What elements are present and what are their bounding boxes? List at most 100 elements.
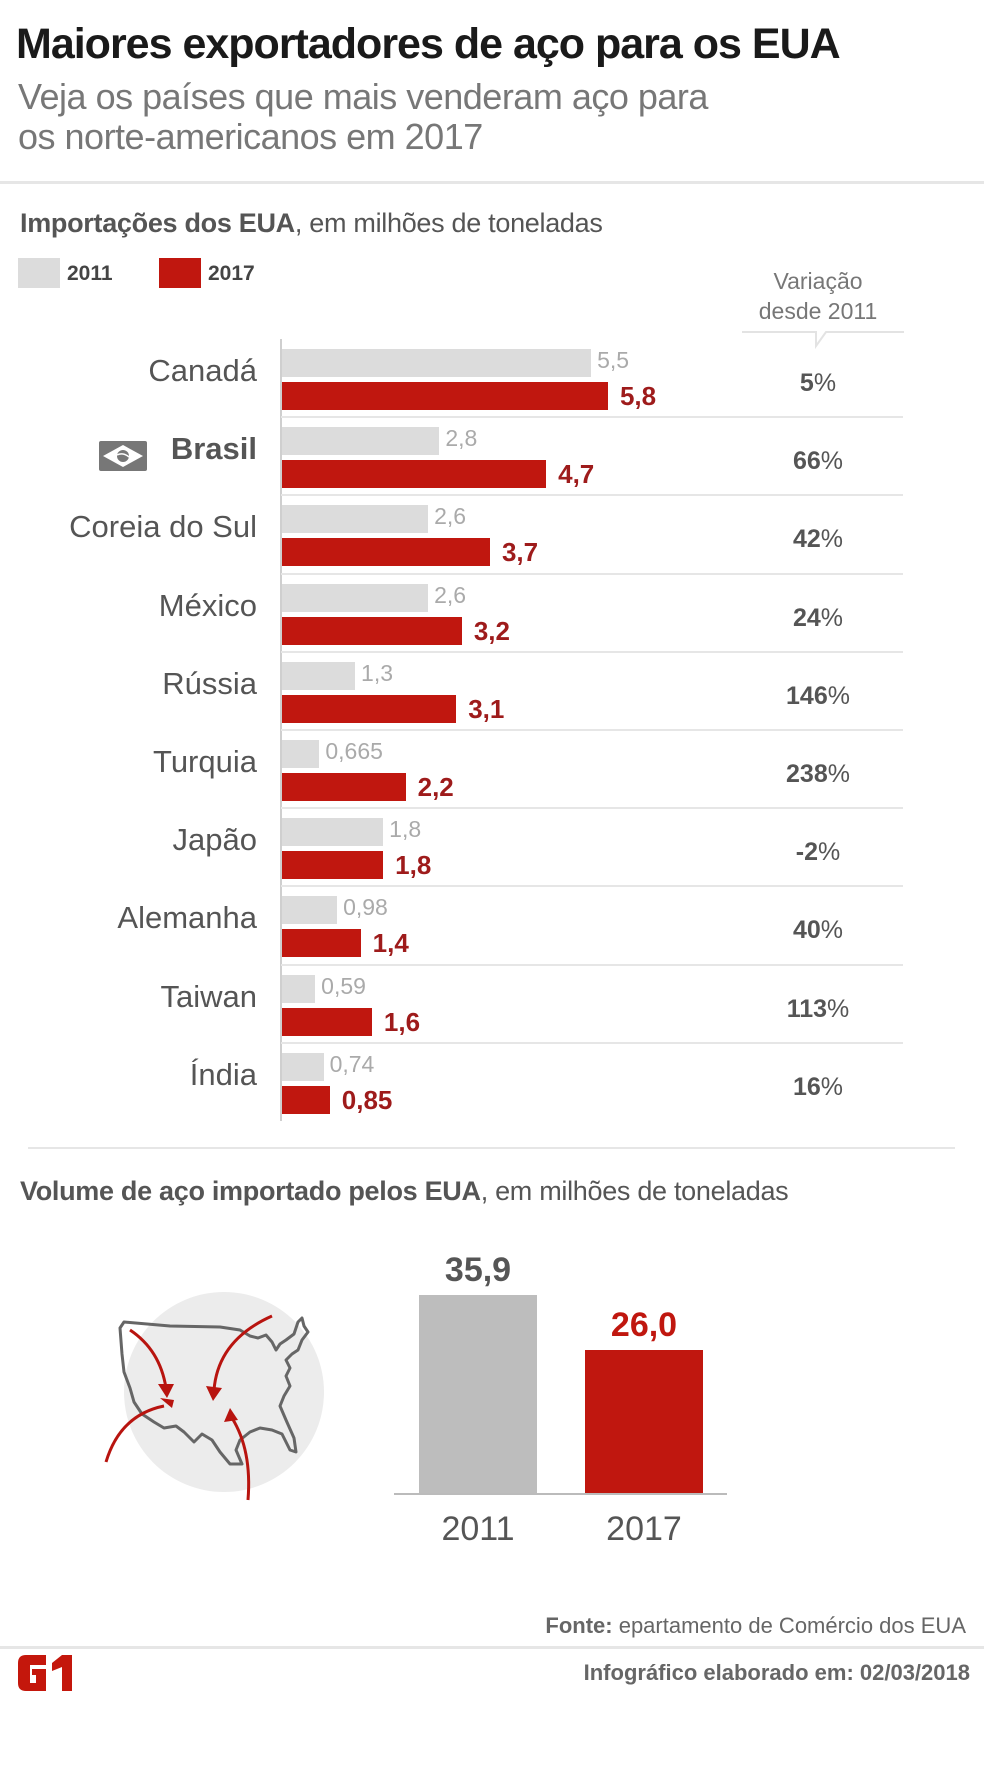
variation-value: -2 <box>795 838 818 867</box>
row-divider <box>281 416 903 419</box>
volume-value-label: 35,9 <box>444 1251 512 1289</box>
variation-percent: 146% <box>760 682 876 711</box>
imports-chart-title: Importações dos EUA, em milhões de tonel… <box>20 208 603 239</box>
volume-chart-title-bold: Volume de aço importado pelos EUA <box>20 1176 481 1206</box>
value-label-2017: 3,7 <box>501 537 539 568</box>
row-divider <box>281 494 903 497</box>
value-label-2011: 2,8 <box>445 425 478 452</box>
variation-header-line1: Variação <box>773 268 863 294</box>
brazil-flag-icon <box>99 441 147 472</box>
variation-percent: 5% <box>760 369 876 398</box>
percent-sign: % <box>818 838 841 867</box>
country-label: Coreia do Sul <box>69 509 257 545</box>
value-label-2017: 1,8 <box>395 850 432 881</box>
variation-percent: 16% <box>760 1073 876 1102</box>
legend-swatch-2017 <box>159 258 201 288</box>
variation-value: 16 <box>792 1072 821 1101</box>
country-label: Turquia <box>153 744 257 779</box>
bar-2017 <box>282 538 490 567</box>
bar-2011 <box>282 661 356 690</box>
country-label: Rússia <box>162 665 257 701</box>
row-divider <box>281 885 903 888</box>
bar-2011 <box>282 505 429 534</box>
value-label-2017: 3,2 <box>473 615 510 646</box>
bar-2011 <box>282 974 316 1003</box>
value-label-2011: 1,8 <box>389 816 422 843</box>
variation-percent: 42% <box>760 525 876 554</box>
row-divider <box>281 963 903 966</box>
subtitle-line-1: Veja os países que mais venderam aço par… <box>18 76 708 117</box>
percent-sign: % <box>827 994 850 1023</box>
footer-divider <box>0 1646 984 1649</box>
country-label: Taiwan <box>160 978 258 1014</box>
variation-value: 146 <box>786 681 828 710</box>
source-note: Fonte: epartamento de Comércio dos EUA <box>545 1613 966 1639</box>
value-label-2011: 1,3 <box>361 659 394 686</box>
g1-logo <box>18 1655 72 1691</box>
row-divider <box>281 729 903 731</box>
country-label: Brasil <box>170 431 257 467</box>
value-label-2017: 1,6 <box>383 1006 421 1037</box>
volume-bar-2011 <box>419 1295 537 1494</box>
variation-value: 113 <box>786 994 828 1023</box>
variation-callout-pointer <box>742 331 904 350</box>
volume-chart-title-rest: , em milhões de toneladas <box>480 1176 789 1206</box>
variation-percent: 238% <box>760 760 876 789</box>
country-label: Índia <box>189 1056 257 1092</box>
percent-sign: % <box>827 760 850 788</box>
imports-chart-title-bold: Importações dos EUA <box>20 208 295 238</box>
row-divider <box>281 1041 903 1044</box>
globe-circle <box>124 1292 324 1492</box>
variation-value: 24 <box>792 603 821 632</box>
bar-2017 <box>282 929 361 958</box>
variation-value: 66 <box>792 447 821 476</box>
country-label: Canadá <box>148 353 257 388</box>
flag-diamond-icon <box>103 445 143 468</box>
variation-percent: 113% <box>760 995 876 1024</box>
bar-2011 <box>282 740 320 768</box>
percent-sign: % <box>820 1072 844 1101</box>
bar-2017 <box>282 460 547 489</box>
variation-percent: 24% <box>760 604 876 633</box>
variation-value: 42 <box>792 525 821 554</box>
source-label: Fonte: <box>545 1613 613 1638</box>
country-label: Alemanha <box>117 900 257 936</box>
value-label-2011: 5,5 <box>597 347 630 373</box>
value-label-2011: 2,6 <box>434 581 467 608</box>
percent-sign: % <box>827 681 850 710</box>
section-divider <box>28 1147 955 1149</box>
variation-percent: 40% <box>760 916 876 945</box>
bar-2017 <box>282 694 457 723</box>
volume-year-label: 2017 <box>606 1510 682 1548</box>
variation-percent: -2% <box>760 838 876 867</box>
value-label-2011: 0,665 <box>325 738 383 764</box>
bar-2011 <box>282 583 429 612</box>
volume-baseline <box>394 1493 727 1495</box>
volume-year-label: 2011 <box>441 1510 515 1548</box>
bar-2011 <box>282 1052 324 1081</box>
percent-sign: % <box>820 525 844 554</box>
legend-label-2011: 2011 <box>67 262 113 285</box>
legend-label-2017: 2017 <box>208 262 255 285</box>
percent-sign: % <box>813 369 837 397</box>
arrow-heads <box>158 1384 238 1422</box>
value-label-2017: 2,2 <box>417 772 454 802</box>
bar-2017 <box>282 773 406 801</box>
value-label-2011: 2,6 <box>434 503 467 530</box>
row-divider <box>281 650 903 653</box>
page-title: Maiores exportadores de aço para os EUA <box>16 20 841 68</box>
variation-value: 238 <box>786 760 828 788</box>
value-label-2017: 3,1 <box>468 693 505 724</box>
bar-2017 <box>282 1007 372 1036</box>
bar-2011 <box>282 818 384 847</box>
bar-2011 <box>282 896 338 925</box>
value-label-2011: 0,59 <box>321 972 366 999</box>
subtitle-line-2: os norte-americanos em 2017 <box>18 116 483 157</box>
variation-value: 5 <box>799 369 814 397</box>
value-label-2011: 0,98 <box>343 894 388 921</box>
date-note: Infográfico elaborado em: 02/03/2018 <box>583 1660 970 1685</box>
row-divider <box>281 572 903 575</box>
value-label-2011: 0,74 <box>329 1050 375 1077</box>
country-label: Japão <box>172 822 257 858</box>
